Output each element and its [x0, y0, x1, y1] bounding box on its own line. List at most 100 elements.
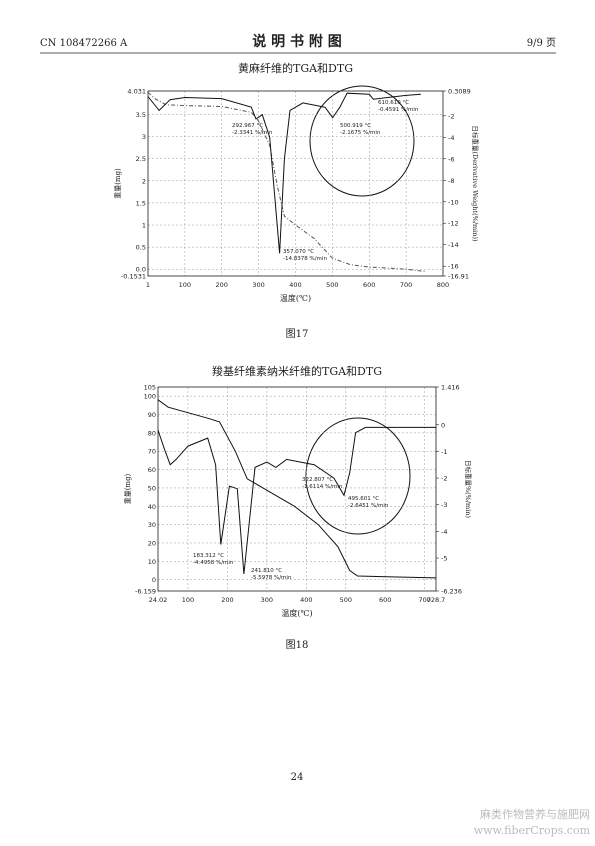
x-tick-label: 800 [437, 281, 449, 289]
y-tick-label: 40 [148, 503, 156, 511]
y2-tick-label: -12 [448, 220, 459, 228]
y-tick-label: 2 [142, 177, 146, 185]
x-tick-label: 500 [326, 281, 338, 289]
figure-title: 羧基纤维素纳米纤维的TGA和DTG [212, 364, 382, 378]
figure-caption: 图18 [286, 639, 309, 651]
y-axis-label: 重量(mg) [124, 473, 132, 504]
annotation-rate: -5.5978 %/min [251, 575, 292, 581]
y-tick-label: 3.5 [136, 111, 146, 119]
y2-tick-label: -4 [441, 528, 447, 536]
x-tick-label: 700 [400, 281, 412, 289]
annotation-rate: -4.4958 %/min [193, 560, 234, 566]
y-tick-label: 1.5 [136, 199, 146, 207]
data-line [157, 426, 436, 575]
x-tick-label: 728.7 [427, 596, 446, 604]
x-tick-label: 200 [221, 596, 233, 604]
figure-caption: 图17 [286, 328, 309, 340]
y-tick-label: 105 [144, 384, 156, 392]
y-tick-label: 0.0 [136, 266, 146, 274]
x-tick-label: 200 [216, 281, 228, 289]
data-line [157, 399, 437, 579]
watermark: www.fiberCrops.com [474, 824, 591, 837]
x-tick-label: 600 [379, 596, 391, 604]
y-tick-label: 60 [148, 466, 156, 474]
page-number: 24 [291, 772, 304, 783]
data-line [147, 92, 421, 254]
y-tick-label: 4.031 [127, 88, 146, 96]
y2-tick-label: -8 [448, 177, 454, 185]
y2-tick-label: -16.91 [448, 273, 469, 281]
y2-axis-label: 日标重量%(%/min) [464, 460, 473, 519]
x-tick-label: 400 [289, 281, 301, 289]
annotation-rate: -1.6114 %/min [302, 484, 343, 490]
annotation-temp: 500.919 °C [340, 123, 371, 129]
annotation-temp: 241.810 °C [251, 568, 282, 574]
y2-tick-label: -2 [441, 475, 447, 483]
watermark: 麻类作物营养与施肥网 [480, 807, 590, 821]
y-tick-label: -6.159 [135, 588, 156, 596]
x-tick-label: 100 [182, 596, 194, 604]
y2-tick-label: -5 [441, 555, 447, 563]
x-tick-label: 500 [340, 596, 352, 604]
y-tick-label: 50 [148, 484, 156, 492]
highlight-circle [309, 85, 415, 197]
y2-tick-label: -6 [448, 155, 454, 163]
y-axis-label: 重量(mg) [114, 168, 122, 199]
annotation-rate: -0.4591 %/min [378, 107, 419, 113]
x-tick-label: 300 [252, 281, 264, 289]
highlight-circle [305, 417, 411, 535]
y2-tick-label: -16 [448, 263, 459, 271]
header-title: 说 明 书 附 图 [252, 33, 342, 50]
y-tick-label: 30 [148, 521, 156, 529]
annotation-rate: -2.1675 %/min [340, 130, 381, 136]
x-axis-label: 温度(℃) [281, 608, 312, 618]
y2-tick-label: -4 [448, 134, 454, 142]
y2-tick-label: -1 [441, 448, 447, 456]
y-tick-label: 90 [148, 411, 156, 419]
y-tick-label: 20 [148, 539, 156, 547]
x-tick-label: 100 [179, 281, 191, 289]
y2-tick-label: -6.236 [441, 588, 462, 596]
y2-axis-label: 日标重量(Derivative Weight(%/min)) [471, 125, 480, 242]
annotation-rate: -2.3341 %/min [232, 130, 273, 136]
y2-tick-label: -3 [441, 501, 447, 509]
annotation-temp: 183.312 °C [193, 553, 224, 559]
x-tick-label: 700 [418, 596, 430, 604]
y2-tick-label: -2 [448, 112, 454, 120]
page-count: 9/9 页 [527, 37, 556, 49]
y-tick-label: 100 [144, 393, 156, 401]
y-tick-label: 10 [148, 558, 156, 566]
x-tick-label: 600 [363, 281, 375, 289]
y-tick-label: 0.5 [136, 244, 146, 252]
x-tick-label: 24.02 [149, 596, 168, 604]
y2-tick-label: 1.416 [441, 384, 460, 392]
annotation-temp: 495.601 °C [348, 496, 379, 502]
annotation-temp: 322.807 °C [302, 477, 333, 483]
y-tick-label: 80 [148, 429, 156, 437]
x-tick-label: 1 [146, 281, 150, 289]
y2-tick-label: -14 [448, 241, 459, 249]
x-axis-label: 温度(℃) [280, 293, 311, 303]
annotation-rate: -2.6451 %/min [348, 503, 389, 509]
y2-tick-label: 0 [441, 421, 445, 429]
annotation-temp: 292.967 °C [232, 123, 263, 129]
plot-frame [147, 90, 444, 277]
y-tick-label: 0 [152, 576, 156, 584]
data-line [147, 92, 425, 272]
y-tick-label: 70 [148, 448, 156, 456]
annotation-temp: 357.070 °C [283, 249, 314, 255]
y-tick-label: 2.5 [136, 155, 146, 163]
y2-tick-label: -10 [448, 198, 459, 206]
y2-tick-label: 0.3089 [448, 88, 471, 96]
annotation-temp: 610.610 °C [378, 100, 409, 106]
plot-frame [157, 386, 437, 592]
y-tick-label: -0.1531 [121, 273, 146, 281]
annotation-rate: -14.8378 %/min [283, 256, 327, 262]
x-tick-label: 400 [300, 596, 312, 604]
y-tick-label: 3 [142, 133, 146, 141]
x-tick-label: 300 [261, 596, 273, 604]
y-tick-label: 1 [142, 222, 146, 230]
patent-number: CN 108472266 A [40, 38, 128, 49]
